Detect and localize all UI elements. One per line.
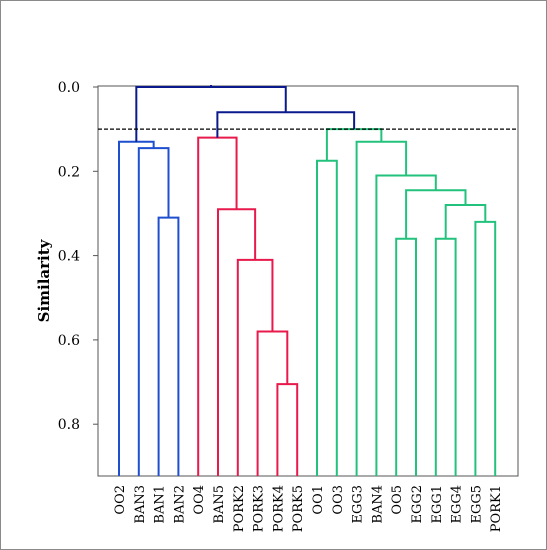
leaf-label: BAN1 — [153, 485, 168, 524]
leaf-label: OO3 — [331, 485, 346, 515]
y-tick-label: 0.8 — [58, 417, 80, 433]
leaf-labels: OO2 BAN3 BAN1 BAN2 OO4 BAN5 PORK2 PORK3 PORK4 POR… — [113, 485, 504, 532]
leaf-label: PORK2 — [232, 485, 247, 532]
dendrogram-link — [118, 140, 155, 476]
leaf-label: BAN2 — [172, 485, 187, 524]
leaf-label: EGG3 — [351, 485, 366, 524]
leaf-label: EGG2 — [410, 485, 425, 524]
dendrogram-link — [157, 216, 180, 476]
y-axis: 0.0 0.2 0.4 0.6 0.8 — [58, 80, 98, 433]
leaf-label: EGG5 — [469, 485, 484, 524]
leaf-label: BAN3 — [133, 485, 148, 524]
leaf-label: PORK4 — [271, 485, 286, 532]
dendrogram-link — [135, 86, 287, 142]
dendrogram-link — [256, 330, 289, 476]
leaf-label: PORK5 — [291, 485, 306, 532]
dendrogram-link — [405, 189, 467, 239]
dendrogram-link — [355, 140, 408, 476]
y-tick-label: 0.6 — [58, 333, 80, 349]
dendrogram-link — [217, 208, 257, 476]
dendrogram-link — [434, 237, 457, 476]
leaf-label: OO2 — [113, 485, 128, 515]
dendrogram-link — [316, 159, 338, 476]
leaf-label: OO1 — [311, 485, 326, 515]
plot-frame — [97, 85, 519, 477]
dendrogram-link — [395, 237, 417, 476]
y-tick-label: 0.2 — [58, 164, 80, 180]
leaf-label: BAN4 — [370, 485, 385, 524]
dendrogram-link — [236, 258, 274, 476]
dendrogram-link — [474, 220, 497, 476]
leaf-label: EGG1 — [430, 485, 445, 524]
dendrogram-link — [325, 128, 383, 161]
dendrogram-link — [216, 111, 356, 138]
leaf-label: OO5 — [390, 485, 405, 515]
leaf-label: EGG4 — [450, 485, 465, 524]
leaf-label: PORK1 — [489, 485, 504, 532]
y-axis-label: Similarity — [35, 238, 53, 322]
y-tick-label: 0.0 — [58, 80, 80, 96]
dendrogram-link — [137, 147, 170, 476]
leaf-label: PORK3 — [252, 485, 267, 532]
y-tick-label: 0.4 — [58, 249, 80, 265]
dendrogram-link — [276, 383, 299, 476]
leaf-label: OO4 — [192, 485, 207, 515]
dendrogram-links — [118, 85, 497, 476]
leaf-label: BAN5 — [212, 485, 227, 524]
